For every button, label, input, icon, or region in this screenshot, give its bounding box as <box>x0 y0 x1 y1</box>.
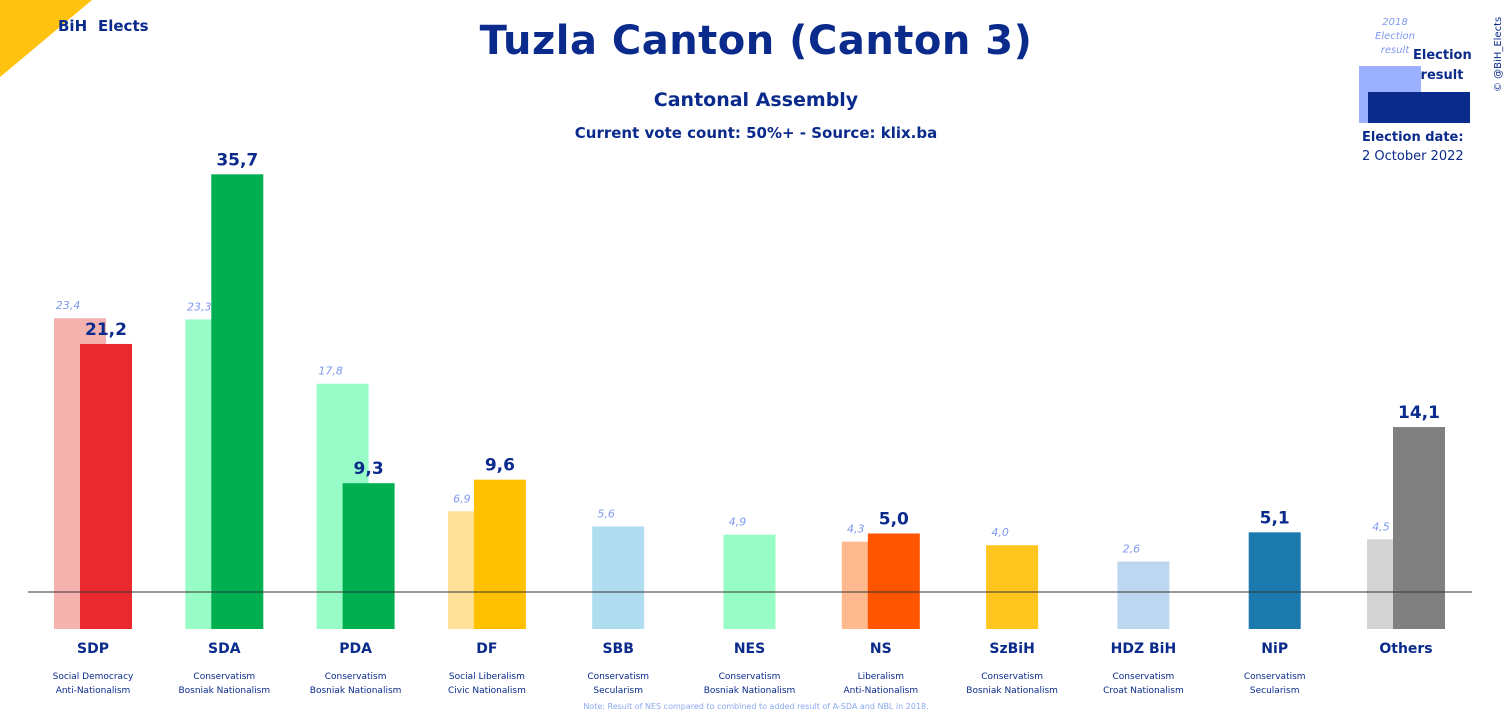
bar-2022-2 <box>342 483 395 629</box>
ideology-label-8-1: Croat Nationalism <box>1103 686 1184 696</box>
label-2018-10: 4,5 <box>1372 520 1390 533</box>
ideology-label-1-1: Bosniak Nationalism <box>178 686 270 696</box>
category-label-3: DF <box>476 641 497 657</box>
category-label-4: SBB <box>602 641 633 657</box>
ideology-label-0-0: Social Democracy <box>53 672 134 682</box>
legend-current-swatch <box>1368 92 1470 123</box>
label-2022-1: 35,7 <box>216 150 258 170</box>
bar-2022-3 <box>473 479 526 629</box>
category-label-9: NiP <box>1261 641 1288 657</box>
ideology-label-5-1: Bosniak Nationalism <box>704 686 796 696</box>
ideology-label-8-0: Conservatism <box>1113 672 1175 682</box>
label-2022-6: 5,0 <box>879 510 909 530</box>
label-2022-10: 14,1 <box>1398 403 1440 423</box>
label-2018-6: 4,3 <box>847 523 865 536</box>
ideology-label-7-0: Conservatism <box>981 672 1043 682</box>
bar-2018-7 <box>986 545 1039 629</box>
label-2018-3: 6,9 <box>453 492 471 505</box>
category-label-10: Others <box>1379 641 1432 657</box>
logo-bih: BiH <box>58 17 88 35</box>
label-2018-1: 23,3 <box>187 300 212 313</box>
footnote: Note: Result of NES compared to combined… <box>583 702 929 711</box>
ideology-label-3-0: Social Liberalism <box>449 672 525 682</box>
category-label-8: HDZ BiH <box>1111 641 1177 657</box>
category-label-6: NS <box>870 641 892 657</box>
logo-elects: Elects <box>98 17 149 35</box>
label-2018-0: 23,4 <box>56 299 81 312</box>
label-2018-5: 4,9 <box>729 516 747 529</box>
category-label-1: SDA <box>208 641 241 657</box>
label-2018-2: 17,8 <box>318 365 343 378</box>
ideology-label-9-0: Conservatism <box>1244 672 1306 682</box>
ideology-label-3-1: Civic Nationalism <box>448 686 526 696</box>
bar-2022-10 <box>1393 427 1445 629</box>
bar-2022-9 <box>1248 532 1301 629</box>
bar-2018-4 <box>592 526 645 629</box>
bar-2018-5 <box>723 534 776 629</box>
category-label-2: PDA <box>339 641 372 657</box>
ideology-label-6-1: Anti-Nationalism <box>843 686 918 696</box>
bar-2018-8 <box>1117 561 1170 629</box>
ideology-label-6-0: Liberalism <box>858 672 904 682</box>
ideology-label-5-0: Conservatism <box>719 672 781 682</box>
label-2018-8: 2,6 <box>1123 543 1141 556</box>
label-2018-7: 4,0 <box>991 526 1009 539</box>
ideology-label-2-0: Conservatism <box>325 672 387 682</box>
category-label-0: SDP <box>77 641 109 657</box>
chart-source: Current vote count: 50%+ - Source: klix.… <box>574 124 938 142</box>
bar-2022-1 <box>211 174 264 629</box>
label-2022-0: 21,2 <box>85 320 127 340</box>
election-date-value: 2 October 2022 <box>1362 149 1464 164</box>
ideology-label-4-1: Secularism <box>593 686 643 696</box>
chart-title: Tuzla Canton (Canton 3) <box>479 18 1033 64</box>
label-2022-3: 9,6 <box>485 456 515 476</box>
bar-2022-0 <box>80 343 132 629</box>
label-2022-2: 9,3 <box>354 459 384 479</box>
ideology-label-4-0: Conservatism <box>587 672 649 682</box>
label-2022-9: 5,1 <box>1260 508 1290 528</box>
label-2018-4: 5,6 <box>597 507 615 520</box>
ideology-label-1-0: Conservatism <box>193 672 255 682</box>
ideology-label-9-1: Secularism <box>1250 686 1300 696</box>
category-label-5: NES <box>734 641 765 657</box>
election-date-label: Election date: <box>1362 130 1464 145</box>
ideology-label-0-1: Anti-Nationalism <box>56 686 131 696</box>
ideology-label-7-1: Bosniak Nationalism <box>966 686 1058 696</box>
ideology-label-2-1: Bosniak Nationalism <box>310 686 402 696</box>
chart-subtitle: Cantonal Assembly <box>653 89 859 111</box>
bar-2022-6 <box>867 533 920 629</box>
category-label-7: SzBiH <box>989 641 1034 657</box>
legend-current-label: Election result <box>1413 48 1472 83</box>
legend-previous-label: 2018 Election result <box>1375 17 1415 56</box>
